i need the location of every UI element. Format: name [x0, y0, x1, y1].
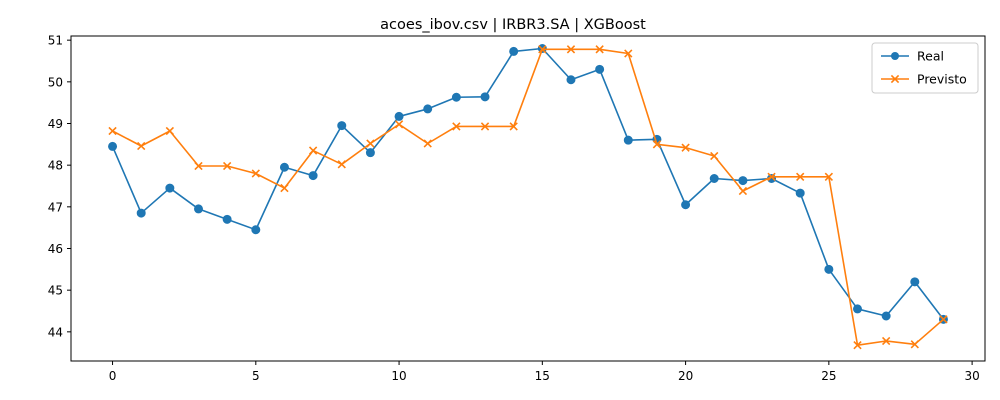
x-tick-label: 30	[964, 369, 979, 383]
data-point	[566, 75, 576, 85]
data-point	[280, 183, 289, 193]
data-point	[308, 171, 318, 181]
data-point	[222, 214, 232, 224]
data-point	[595, 45, 604, 54]
data-point	[366, 139, 375, 148]
axes-frame	[70, 35, 986, 362]
data-point	[824, 264, 834, 274]
data-point	[623, 135, 633, 145]
data-point	[538, 45, 547, 54]
chart-title: acoes_ibov.csv | IRBR3.SA | XGBoost	[380, 17, 646, 33]
data-point	[423, 139, 432, 148]
data-point	[795, 188, 805, 198]
legend: Real Previsto	[871, 42, 979, 94]
data-point	[251, 225, 261, 235]
data-point	[595, 64, 605, 74]
data-point	[165, 126, 175, 136]
data-point	[279, 162, 289, 172]
plot-area: 0 5 10 15 20 25 30 44 45 46 47 48 49 50 51	[48, 34, 986, 383]
data-point	[394, 120, 404, 129]
data-point	[738, 176, 748, 186]
data-point	[939, 315, 948, 324]
data-point	[853, 341, 862, 350]
data-point	[910, 277, 920, 287]
data-point	[852, 304, 862, 314]
data-point	[194, 204, 204, 214]
data-point	[767, 172, 776, 181]
data-point	[681, 143, 690, 152]
data-point	[337, 160, 346, 169]
legend-marker	[891, 52, 899, 60]
legend-entry: Real	[881, 49, 944, 64]
legend-label: Previsto	[917, 72, 967, 87]
data-point	[108, 126, 117, 136]
data-point	[251, 169, 260, 178]
data-point	[452, 122, 461, 131]
data-point	[394, 111, 404, 121]
data-point	[136, 208, 146, 218]
y-tick-label: 49	[48, 117, 63, 131]
data-point	[194, 161, 203, 171]
data-point	[480, 122, 490, 131]
legend-entry: Previsto	[881, 72, 967, 87]
x-tick-label: 25	[821, 369, 836, 383]
y-tick-label: 46	[48, 242, 63, 256]
data-point	[709, 174, 719, 183]
data-point	[738, 186, 748, 196]
data-point	[881, 336, 891, 346]
x-tick-label: 15	[535, 369, 550, 383]
data-point	[796, 172, 805, 181]
y-tick-label: 48	[48, 159, 63, 173]
legend-marker	[890, 74, 900, 84]
x-tick-label: 10	[391, 369, 406, 383]
series-line	[112, 48, 944, 346]
data-point	[652, 140, 662, 149]
y-tick-label: 47	[48, 200, 63, 214]
data-point	[881, 311, 891, 321]
x-tick-label: 0	[109, 369, 117, 383]
x-tick-label: 5	[252, 369, 260, 383]
data-point	[365, 148, 375, 158]
data-point	[165, 183, 175, 193]
data-point	[337, 121, 347, 131]
data-point	[108, 141, 118, 151]
data-point	[451, 92, 461, 102]
legend-label: Real	[917, 49, 944, 64]
data-point	[308, 146, 318, 155]
data-point	[566, 45, 576, 54]
data-point	[824, 172, 834, 181]
data-point	[710, 151, 719, 161]
data-point	[480, 92, 490, 102]
data-point	[509, 122, 518, 131]
data-point	[137, 141, 146, 151]
y-tick-label: 51	[48, 34, 63, 48]
series-previsto	[108, 45, 948, 350]
y-tick-label: 50	[48, 75, 63, 89]
data-point	[681, 200, 691, 210]
y-tick-label: 45	[48, 284, 63, 298]
data-point	[624, 49, 633, 58]
data-point	[222, 161, 232, 171]
data-point	[509, 46, 519, 56]
x-tick-label: 20	[678, 369, 693, 383]
data-point	[423, 104, 433, 114]
series-line	[111, 47, 945, 320]
data-point	[910, 340, 919, 349]
y-tick-label: 44	[48, 325, 63, 339]
